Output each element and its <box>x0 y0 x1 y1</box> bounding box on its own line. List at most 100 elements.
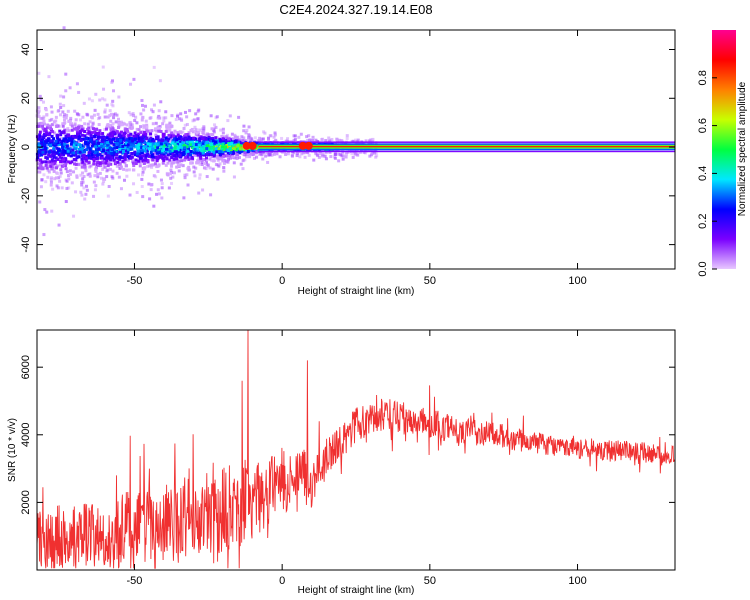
spectrogram-band <box>258 143 675 145</box>
spectrogram-cell <box>178 130 182 134</box>
spectrogram-cell <box>157 164 161 168</box>
spectrogram-cell <box>179 155 183 159</box>
spectrogram-faint-cell <box>193 174 197 178</box>
spectrogram-cell <box>93 130 97 134</box>
spectrogram-cell <box>177 145 181 149</box>
spectrogram-cell <box>37 170 41 174</box>
spectrogram-cell <box>85 156 89 160</box>
spectrogram-faint-cell <box>356 153 360 157</box>
spectrogram-faint-cell <box>216 177 220 181</box>
spectrogram-cell <box>145 123 149 127</box>
spectrogram-faint-cell <box>339 141 343 145</box>
spectrogram-cell <box>173 129 177 133</box>
spectrogram-faint-cell <box>154 121 158 125</box>
spectrogram-cell <box>204 142 208 146</box>
spectrogram-faint-cell <box>193 125 197 129</box>
colorbar-title: Normalized spectral amplitude <box>737 81 748 216</box>
spectrogram-faint-cell <box>110 175 114 179</box>
spectrogram-faint-cell <box>42 115 46 119</box>
spectrogram-cell <box>126 129 130 133</box>
spectrogram-cell <box>137 128 141 132</box>
spectrogram-faint-cell <box>101 65 105 69</box>
spectrogram-faint-cell <box>66 127 70 131</box>
spectrogram-faint-cell <box>102 180 106 184</box>
spectrogram-cell <box>214 140 218 144</box>
spectrogram-cell <box>37 150 41 154</box>
spectrogram-faint-cell <box>106 194 110 198</box>
spectrogram-faint-cell <box>141 170 145 174</box>
spectrogram-cell <box>164 143 168 147</box>
spectrogram-cell <box>130 137 134 141</box>
spectrogram-cell <box>90 153 94 157</box>
spectrogram-cell <box>76 151 80 155</box>
spectrogram-cell <box>86 145 90 149</box>
spectrogram-cell <box>38 164 42 168</box>
spectrogram-cell <box>199 156 203 160</box>
spectrogram-cell <box>111 137 115 141</box>
spectrogram-faint-cell <box>268 153 272 157</box>
spectrogram-faint-cell <box>273 133 277 137</box>
spectrogram-cell <box>238 150 242 154</box>
spectrogram-faint-cell <box>232 175 236 179</box>
spectrogram-cell <box>51 160 55 164</box>
spectrogram-faint-cell <box>152 65 156 69</box>
spectrogram-cell <box>254 142 258 146</box>
spectrogram-faint-cell <box>259 139 263 143</box>
spectrogram-cell <box>75 129 79 133</box>
spectrogram-cell <box>185 140 189 144</box>
spectrogram-faint-cell <box>286 137 290 141</box>
spectrogram-cell <box>192 142 196 146</box>
spectrogram-cell <box>54 139 58 143</box>
spectrogram-faint-cell <box>345 152 349 156</box>
spectrogram-cell <box>129 143 133 147</box>
spectrogram-cell <box>168 150 172 154</box>
spectrogram-cell <box>167 133 171 137</box>
spectrogram-faint-cell <box>222 169 226 173</box>
spectrogram-cell <box>216 156 220 160</box>
spectrogram-cell <box>133 153 137 157</box>
spectrogram-cell <box>180 137 184 141</box>
spectrogram-faint-cell <box>106 168 110 172</box>
spectrogram-faint-cell <box>147 164 151 168</box>
spectrogram-cell <box>288 141 292 145</box>
spectrogram-cell <box>106 163 110 167</box>
spectrogram-cell <box>181 153 185 157</box>
spectrogram-faint-cell <box>222 161 226 165</box>
spectrogram-cell <box>140 154 144 158</box>
spectrogram-cell <box>53 143 57 147</box>
spectrogram-faint-cell <box>134 115 138 119</box>
spectrogram-faint-cell <box>37 106 41 110</box>
spectrogram-cell <box>236 144 240 148</box>
spectrogram-cell <box>75 134 79 138</box>
spectrogram-cell <box>232 147 236 151</box>
spectrogram-cell <box>225 145 229 149</box>
spectrogram-faint-cell <box>157 114 161 118</box>
spectrogram-cell <box>136 134 140 138</box>
spectrogram-faint-cell <box>364 139 368 143</box>
spectrogram-faint-cell <box>159 178 163 182</box>
spectrogram-cell <box>83 130 87 134</box>
spectrogram-cell <box>167 125 171 129</box>
spectrogram-faint-cell <box>131 157 135 161</box>
spectrogram-cell <box>120 156 124 160</box>
spectrogram-cell <box>149 136 153 140</box>
colorbar: 0.0 0.2 0.4 0.6 0.8 Normalized spectral ampl… <box>697 30 748 277</box>
spectrogram-faint-cell <box>292 151 296 155</box>
spectrogram-cell <box>177 149 181 153</box>
spectrogram-faint-cell <box>201 188 205 192</box>
spectrogram-cell <box>161 149 165 153</box>
spectrogram-faint-cell <box>250 137 254 141</box>
spectrogram-faint-cell <box>154 133 158 137</box>
spectrogram-cell <box>80 133 84 137</box>
spectrogram-faint-cell <box>42 233 46 237</box>
spectrogram-cell <box>85 148 89 152</box>
spectrogram-faint-cell <box>248 137 252 141</box>
spectrogram-cell <box>175 152 179 156</box>
spectrogram-cell <box>121 144 125 148</box>
spectrogram-faint-cell <box>354 151 358 155</box>
spectrogram-cell <box>221 155 225 159</box>
spectrogram-cell <box>113 132 117 136</box>
spectrogram-cell <box>137 143 141 147</box>
spectrogram-cell <box>221 142 225 146</box>
spectrogram-cell <box>170 148 174 152</box>
